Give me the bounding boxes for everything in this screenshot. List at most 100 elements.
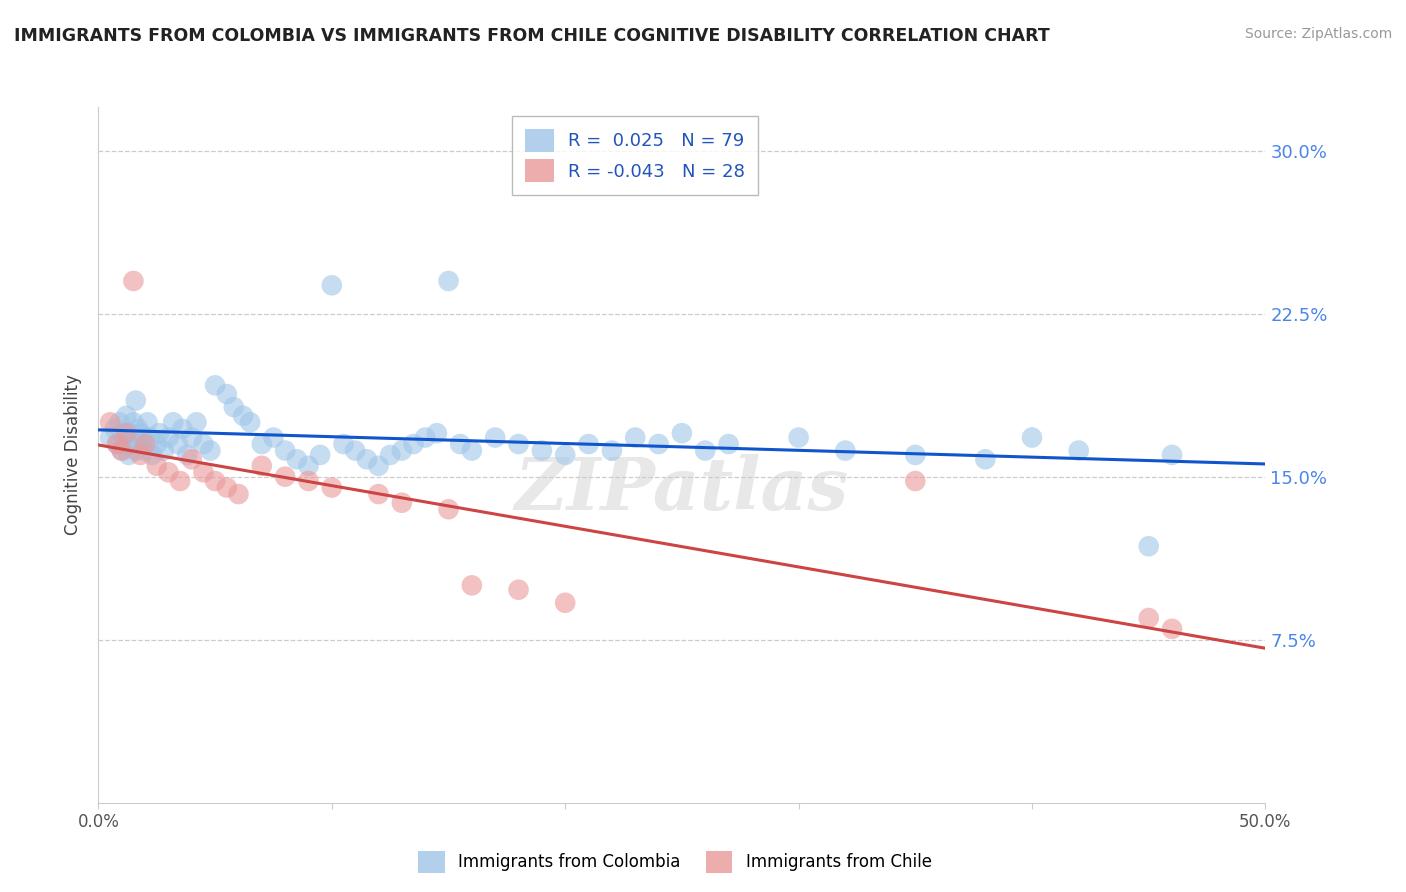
Point	[232, 409, 254, 423]
Point	[98, 430, 121, 444]
Point	[148, 426, 170, 441]
Point	[134, 437, 156, 451]
Point	[250, 437, 273, 451]
Point	[108, 415, 131, 429]
Point	[115, 409, 138, 423]
Point	[437, 502, 460, 516]
Point	[321, 481, 343, 495]
Point	[904, 448, 927, 462]
Point	[204, 474, 226, 488]
Point	[122, 415, 145, 429]
Point	[380, 448, 402, 462]
Point	[1137, 611, 1160, 625]
Point	[105, 437, 128, 451]
Point	[169, 474, 191, 488]
Point	[204, 378, 226, 392]
Point	[391, 443, 413, 458]
Point	[250, 458, 273, 473]
Point	[132, 430, 155, 444]
Point	[193, 437, 215, 451]
Point	[129, 437, 152, 451]
Y-axis label: Cognitive Disability: Cognitive Disability	[65, 375, 83, 535]
Point	[834, 443, 856, 458]
Point	[104, 422, 127, 436]
Point	[180, 452, 202, 467]
Point	[176, 448, 198, 462]
Point	[356, 452, 378, 467]
Point	[624, 430, 647, 444]
Text: IMMIGRANTS FROM COLOMBIA VS IMMIGRANTS FROM CHILE COGNITIVE DISABILITY CORRELATI: IMMIGRANTS FROM COLOMBIA VS IMMIGRANTS F…	[14, 27, 1050, 45]
Point	[309, 448, 332, 462]
Point	[449, 437, 471, 451]
Point	[186, 415, 208, 429]
Point	[136, 415, 159, 429]
Point	[367, 487, 389, 501]
Point	[215, 387, 238, 401]
Point	[115, 437, 138, 451]
Point	[1021, 430, 1043, 444]
Point	[118, 426, 141, 441]
Point	[180, 430, 202, 444]
Point	[647, 437, 669, 451]
Point	[717, 437, 740, 451]
Point	[578, 437, 600, 451]
Point	[402, 437, 425, 451]
Point	[671, 426, 693, 441]
Point	[1161, 448, 1184, 462]
Point	[120, 437, 142, 451]
Point	[134, 443, 156, 458]
Point	[141, 448, 163, 462]
Point	[129, 426, 152, 441]
Point	[461, 578, 484, 592]
Point	[162, 415, 184, 429]
Point	[1067, 443, 1090, 458]
Point	[297, 458, 319, 473]
Legend: R =  0.025   N = 79, R = -0.043   N = 28: R = 0.025 N = 79, R = -0.043 N = 28	[513, 116, 758, 195]
Point	[1161, 622, 1184, 636]
Point	[200, 443, 222, 458]
Point	[146, 437, 169, 451]
Point	[146, 458, 169, 473]
Point	[391, 496, 413, 510]
Point	[129, 448, 152, 462]
Point	[125, 443, 148, 458]
Point	[215, 481, 238, 495]
Point	[461, 443, 484, 458]
Point	[554, 448, 576, 462]
Point	[508, 582, 530, 597]
Point	[125, 393, 148, 408]
Point	[228, 487, 250, 501]
Point	[139, 430, 162, 444]
Point	[157, 466, 180, 480]
Point	[172, 422, 194, 436]
Point	[193, 466, 215, 480]
Point	[1137, 539, 1160, 553]
Point	[297, 474, 319, 488]
Point	[112, 430, 135, 444]
Point	[787, 430, 810, 444]
Point	[118, 448, 141, 462]
Point	[367, 458, 389, 473]
Point	[105, 437, 128, 451]
Text: ZIPatlas: ZIPatlas	[515, 454, 849, 525]
Point	[695, 443, 717, 458]
Point	[157, 430, 180, 444]
Point	[166, 437, 188, 451]
Point	[111, 443, 134, 458]
Point	[974, 452, 997, 467]
Point	[127, 422, 149, 436]
Point	[152, 443, 174, 458]
Point	[332, 437, 354, 451]
Point	[122, 274, 145, 288]
Point	[484, 430, 506, 444]
Point	[321, 278, 343, 293]
Point	[111, 443, 134, 458]
Point	[274, 443, 297, 458]
Point	[344, 443, 367, 458]
Legend: Immigrants from Colombia, Immigrants from Chile: Immigrants from Colombia, Immigrants fro…	[412, 845, 938, 880]
Point	[508, 437, 530, 451]
Point	[413, 430, 436, 444]
Point	[274, 469, 297, 483]
Text: Source: ZipAtlas.com: Source: ZipAtlas.com	[1244, 27, 1392, 41]
Point	[111, 426, 134, 441]
